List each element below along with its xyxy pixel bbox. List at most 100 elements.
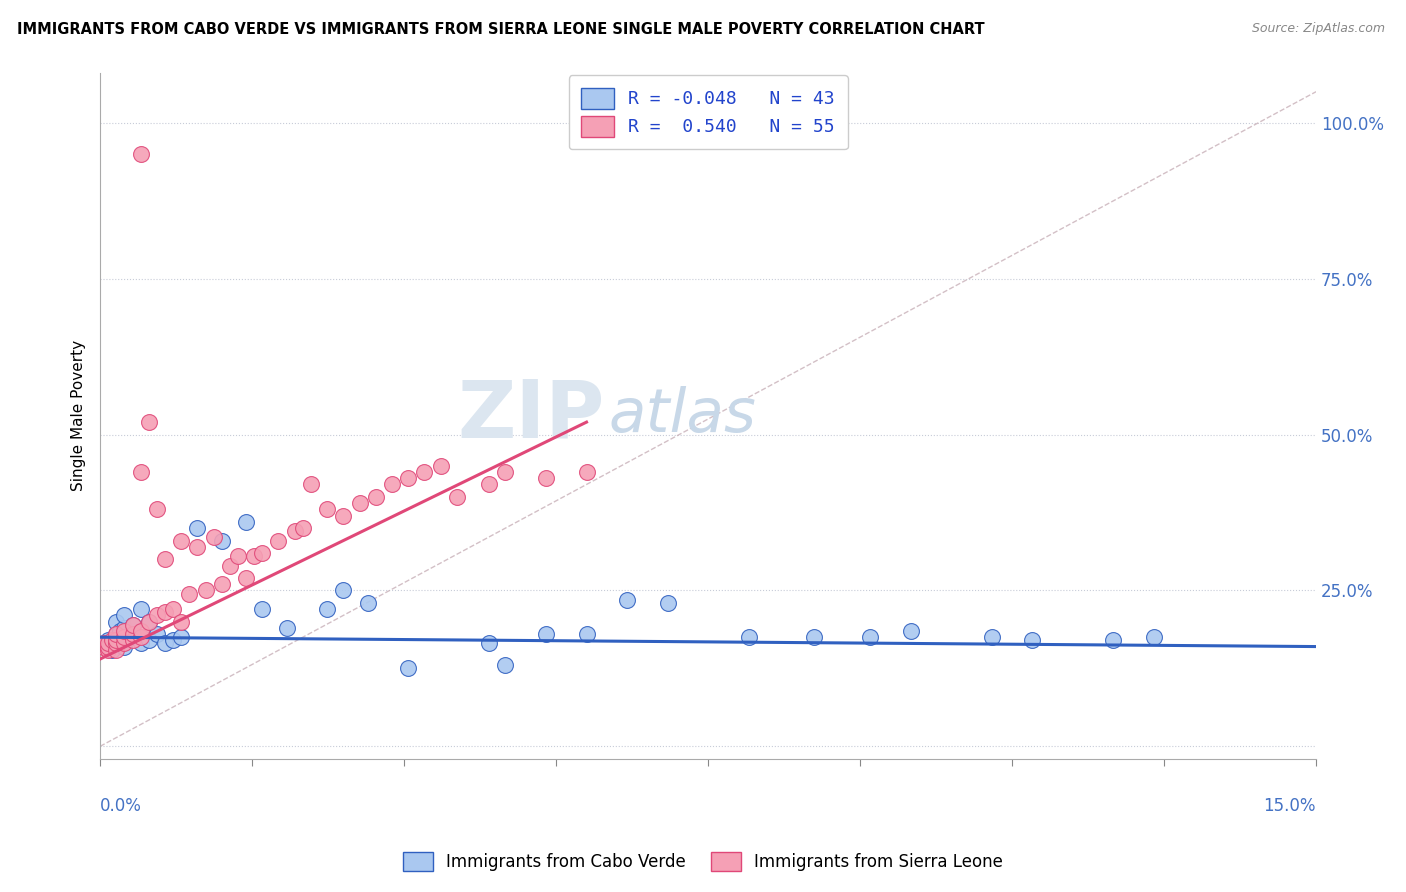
Point — [138, 415, 160, 429]
Point — [97, 633, 120, 648]
Point — [478, 636, 501, 650]
Point — [194, 583, 217, 598]
Point — [153, 552, 176, 566]
Point — [101, 642, 124, 657]
Point — [446, 490, 468, 504]
Point — [146, 627, 169, 641]
Point — [316, 602, 339, 616]
Point — [396, 471, 419, 485]
Point — [413, 465, 436, 479]
Point — [114, 621, 136, 635]
Point — [129, 630, 152, 644]
Text: 15.0%: 15.0% — [1264, 797, 1316, 814]
Point — [153, 605, 176, 619]
Point — [494, 658, 516, 673]
Text: atlas: atlas — [609, 386, 756, 445]
Point — [429, 458, 451, 473]
Point — [284, 524, 307, 539]
Point — [478, 477, 501, 491]
Point — [276, 621, 298, 635]
Point — [186, 521, 208, 535]
Point — [97, 636, 120, 650]
Point — [101, 633, 124, 648]
Point — [105, 636, 128, 650]
Point — [243, 549, 266, 563]
Point — [211, 577, 233, 591]
Point — [170, 630, 193, 644]
Point — [186, 540, 208, 554]
Point — [1102, 633, 1125, 648]
Point — [803, 630, 825, 644]
Y-axis label: Single Male Poverty: Single Male Poverty — [72, 341, 86, 491]
Point — [129, 602, 152, 616]
Point — [179, 586, 201, 600]
Point — [138, 615, 160, 629]
Point — [575, 465, 598, 479]
Point — [105, 642, 128, 657]
Text: 0.0%: 0.0% — [100, 797, 142, 814]
Point — [657, 596, 679, 610]
Point — [105, 627, 128, 641]
Point — [291, 521, 314, 535]
Point — [114, 608, 136, 623]
Point — [218, 558, 240, 573]
Point — [170, 615, 193, 629]
Point — [299, 477, 322, 491]
Point — [494, 465, 516, 479]
Point — [138, 615, 160, 629]
Legend: Immigrants from Cabo Verde, Immigrants from Sierra Leone: Immigrants from Cabo Verde, Immigrants f… — [395, 843, 1011, 880]
Point — [267, 533, 290, 548]
Point — [349, 496, 371, 510]
Point — [105, 630, 128, 644]
Point — [235, 571, 257, 585]
Point — [114, 640, 136, 654]
Point — [332, 508, 354, 523]
Point — [153, 636, 176, 650]
Point — [1143, 630, 1166, 644]
Point — [121, 627, 143, 641]
Point — [162, 602, 184, 616]
Point — [316, 502, 339, 516]
Point — [900, 624, 922, 638]
Point — [202, 531, 225, 545]
Point — [575, 627, 598, 641]
Point — [146, 608, 169, 623]
Point — [211, 533, 233, 548]
Text: Source: ZipAtlas.com: Source: ZipAtlas.com — [1251, 22, 1385, 36]
Point — [97, 640, 120, 654]
Point — [364, 490, 387, 504]
Point — [381, 477, 404, 491]
Point — [129, 147, 152, 161]
Point — [114, 624, 136, 638]
Point — [146, 502, 169, 516]
Point — [105, 615, 128, 629]
Point — [114, 630, 136, 644]
Text: ZIP: ZIP — [457, 377, 605, 455]
Point — [93, 636, 115, 650]
Point — [138, 633, 160, 648]
Point — [737, 630, 759, 644]
Point — [105, 627, 128, 641]
Point — [91, 640, 114, 654]
Point — [859, 630, 882, 644]
Point — [121, 617, 143, 632]
Legend: R = -0.048   N = 43, R =  0.540   N = 55: R = -0.048 N = 43, R = 0.540 N = 55 — [568, 75, 848, 149]
Point — [105, 633, 128, 648]
Point — [170, 533, 193, 548]
Point — [980, 630, 1002, 644]
Point — [252, 602, 274, 616]
Point — [97, 642, 120, 657]
Point — [114, 636, 136, 650]
Point — [396, 661, 419, 675]
Point — [121, 633, 143, 648]
Point — [1021, 633, 1043, 648]
Point — [129, 636, 152, 650]
Point — [93, 636, 115, 650]
Point — [110, 624, 132, 638]
Point — [616, 592, 638, 607]
Point — [534, 471, 557, 485]
Point — [252, 546, 274, 560]
Point — [235, 515, 257, 529]
Point — [121, 617, 143, 632]
Text: IMMIGRANTS FROM CABO VERDE VS IMMIGRANTS FROM SIERRA LEONE SINGLE MALE POVERTY C: IMMIGRANTS FROM CABO VERDE VS IMMIGRANTS… — [17, 22, 984, 37]
